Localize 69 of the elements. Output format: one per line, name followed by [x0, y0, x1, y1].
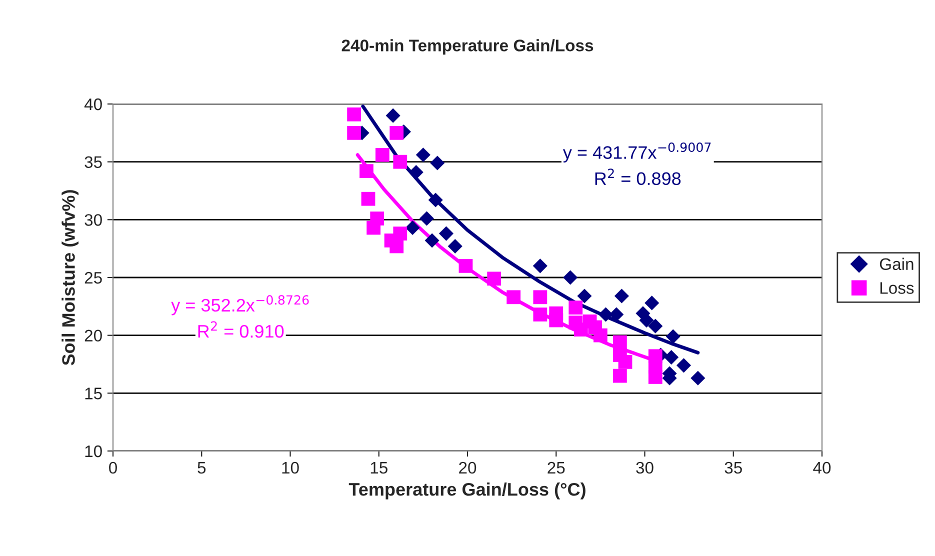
y-tick-label: 20	[84, 330, 102, 342]
y-tick-label: 15	[85, 388, 102, 400]
point	[375, 148, 390, 162]
x-tick-label: 25	[548, 462, 565, 474]
point	[533, 308, 548, 322]
annotation: R$^{2}$ = 0.898	[595, 168, 681, 186]
point	[609, 307, 624, 322]
annotation: R$^{2}$ = 0.910	[198, 321, 284, 338]
legend-label: Gain	[880, 258, 914, 270]
point	[419, 211, 434, 226]
point	[361, 192, 376, 206]
point	[549, 313, 564, 328]
point	[593, 328, 608, 342]
x-tick-label: 20	[459, 462, 476, 474]
point	[487, 272, 502, 286]
x-tick-label: 30	[636, 462, 654, 474]
y-tick-label: 35	[84, 156, 102, 168]
y-tick-label: 10	[85, 445, 102, 458]
point	[393, 154, 408, 169]
point	[405, 220, 420, 236]
point	[458, 258, 473, 273]
point	[612, 368, 627, 383]
point	[438, 226, 454, 241]
legend-label: Loss	[880, 282, 914, 294]
point	[568, 300, 583, 315]
point	[424, 233, 440, 248]
y-tick-label: 40	[84, 98, 102, 110]
point	[639, 313, 654, 328]
point	[347, 107, 362, 122]
point	[390, 239, 404, 254]
point	[448, 238, 462, 254]
point	[366, 220, 380, 235]
chart-title: 240-min Temperature Gain/Loss	[342, 39, 594, 55]
point	[428, 192, 443, 208]
point	[506, 290, 521, 304]
point	[644, 296, 660, 310]
x-tick-label: 15	[370, 462, 388, 474]
point	[648, 370, 662, 384]
point	[664, 350, 679, 365]
x-tick-label: 35	[724, 462, 742, 474]
annotation: y = 352.2x$^{−0.8726}$	[171, 295, 309, 316]
point	[618, 354, 632, 369]
point	[577, 288, 592, 304]
point	[648, 349, 662, 364]
x-tick-label: 0	[109, 462, 117, 474]
x-tick-label: 5	[198, 462, 206, 474]
point	[532, 258, 548, 274]
point	[690, 370, 706, 386]
point	[614, 288, 629, 304]
y-axis-title: Soil Moisture (wfv%)	[62, 190, 78, 366]
point	[360, 164, 374, 178]
point	[676, 358, 692, 373]
y-tick-label: 30	[84, 214, 102, 226]
point	[393, 226, 408, 240]
point	[563, 270, 578, 285]
point	[347, 126, 362, 140]
point	[533, 290, 548, 304]
annotation: y = 431.77x$^{−0.9007}$	[562, 142, 711, 163]
point	[390, 126, 404, 140]
x-tick-label: 10	[282, 462, 299, 474]
point	[386, 108, 400, 123]
point	[648, 318, 663, 334]
point	[416, 148, 430, 162]
y-tick-label: 25	[84, 272, 102, 284]
x-tick-label: 40	[813, 462, 831, 474]
point	[430, 156, 445, 170]
point	[612, 335, 627, 350]
point	[666, 329, 680, 344]
x-axis-title: Temperature Gain/Loss (°C)	[348, 482, 586, 500]
